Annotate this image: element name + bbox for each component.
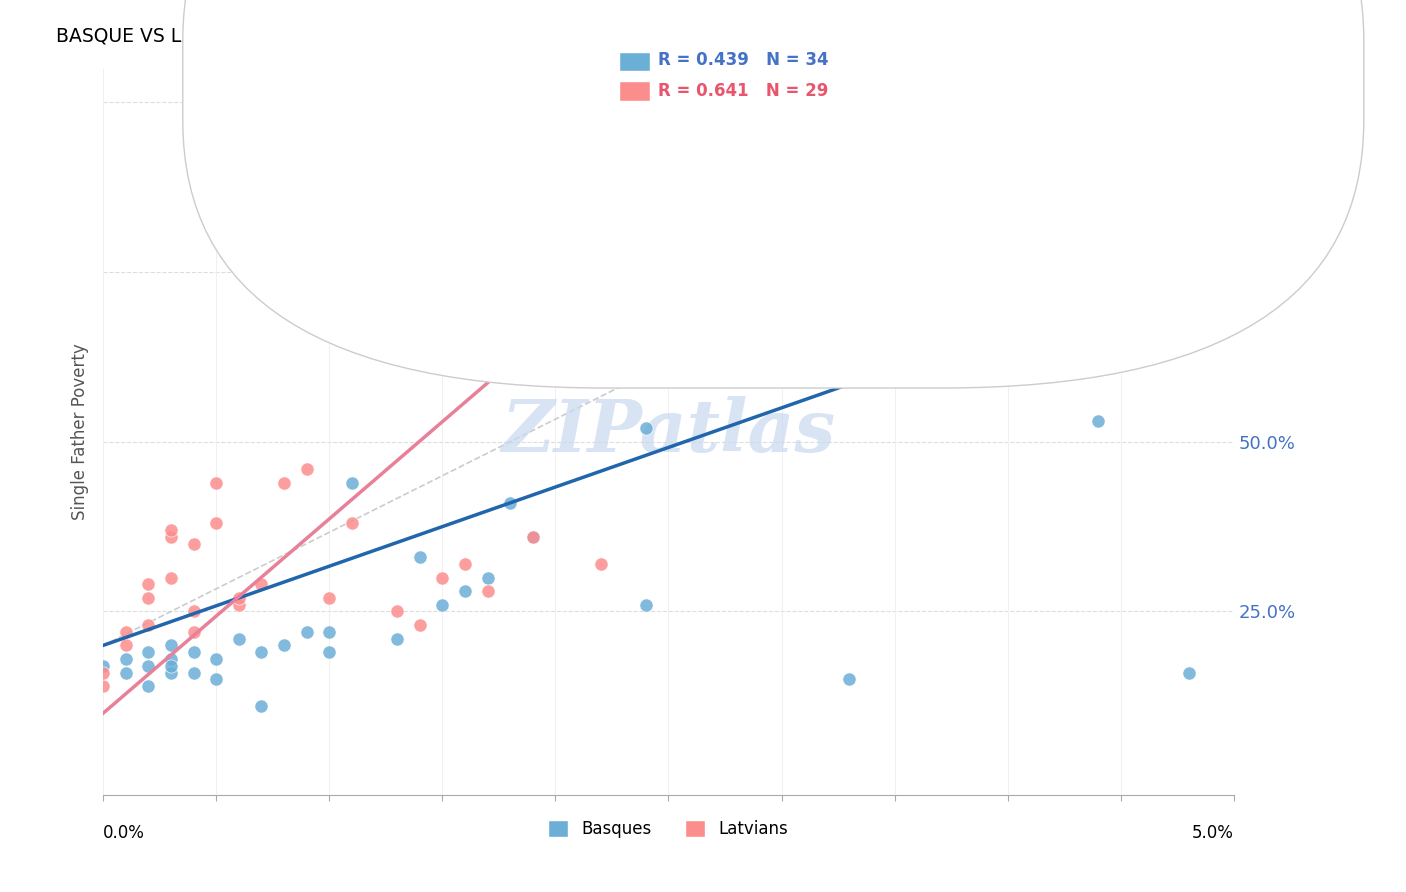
Text: ZIPatlas: ZIPatlas [502,396,835,467]
Point [91,658,114,673]
Point [160,639,183,653]
Text: 0.0%: 0.0% [103,823,145,842]
Point [340,475,363,490]
Point [454,584,477,599]
Point [295,462,318,476]
Point [91,679,114,693]
Point [385,632,408,646]
Point [183,624,205,639]
Point [114,652,136,666]
Point [589,557,612,571]
Point [409,618,432,632]
Point [138,645,160,659]
Point [273,639,295,653]
Point [183,604,205,618]
Y-axis label: Single Father Poverty: Single Father Poverty [72,343,89,520]
Point [318,591,340,605]
Point [138,591,160,605]
Point [160,523,183,537]
Point [138,658,160,673]
Point [1177,665,1199,680]
Point [205,673,228,687]
Point [409,550,432,565]
Point [183,536,205,550]
Point [205,475,228,490]
Text: BASQUE VS LATVIAN SINGLE FATHER POVERTY CORRELATION CHART: BASQUE VS LATVIAN SINGLE FATHER POVERTY … [56,27,702,45]
Point [114,639,136,653]
Point [160,530,183,544]
Point [838,673,860,687]
Point [138,679,160,693]
Text: 5.0%: 5.0% [1192,823,1234,842]
Point [160,570,183,584]
Text: R = 0.439   N = 34: R = 0.439 N = 34 [658,51,828,69]
Point [1087,414,1109,428]
Point [183,665,205,680]
Point [385,95,408,110]
Point [522,530,544,544]
Point [160,665,183,680]
Point [138,577,160,591]
Point [634,421,657,435]
Point [228,632,250,646]
Point [432,598,454,612]
Point [160,658,183,673]
Point [1177,95,1199,110]
Point [205,652,228,666]
Point [340,516,363,531]
Point [250,645,273,659]
Point [250,577,273,591]
Point [273,475,295,490]
Point [114,665,136,680]
Legend: Basques, Latvians: Basques, Latvians [541,813,796,845]
Point [432,570,454,584]
Point [385,604,408,618]
Point [477,584,499,599]
Point [205,516,228,531]
Text: R = 0.641   N = 29: R = 0.641 N = 29 [658,82,828,100]
Point [183,645,205,659]
Point [228,598,250,612]
Point [409,95,432,110]
Point [228,591,250,605]
Point [974,95,997,110]
Point [114,624,136,639]
Point [138,618,160,632]
Point [499,496,522,510]
Point [318,645,340,659]
Point [634,598,657,612]
Text: Source: ZipAtlas.com: Source: ZipAtlas.com [1202,27,1350,41]
Point [318,624,340,639]
Point [522,530,544,544]
Point [477,570,499,584]
Point [454,557,477,571]
Point [250,699,273,714]
Point [160,652,183,666]
Point [295,624,318,639]
Point [91,665,114,680]
